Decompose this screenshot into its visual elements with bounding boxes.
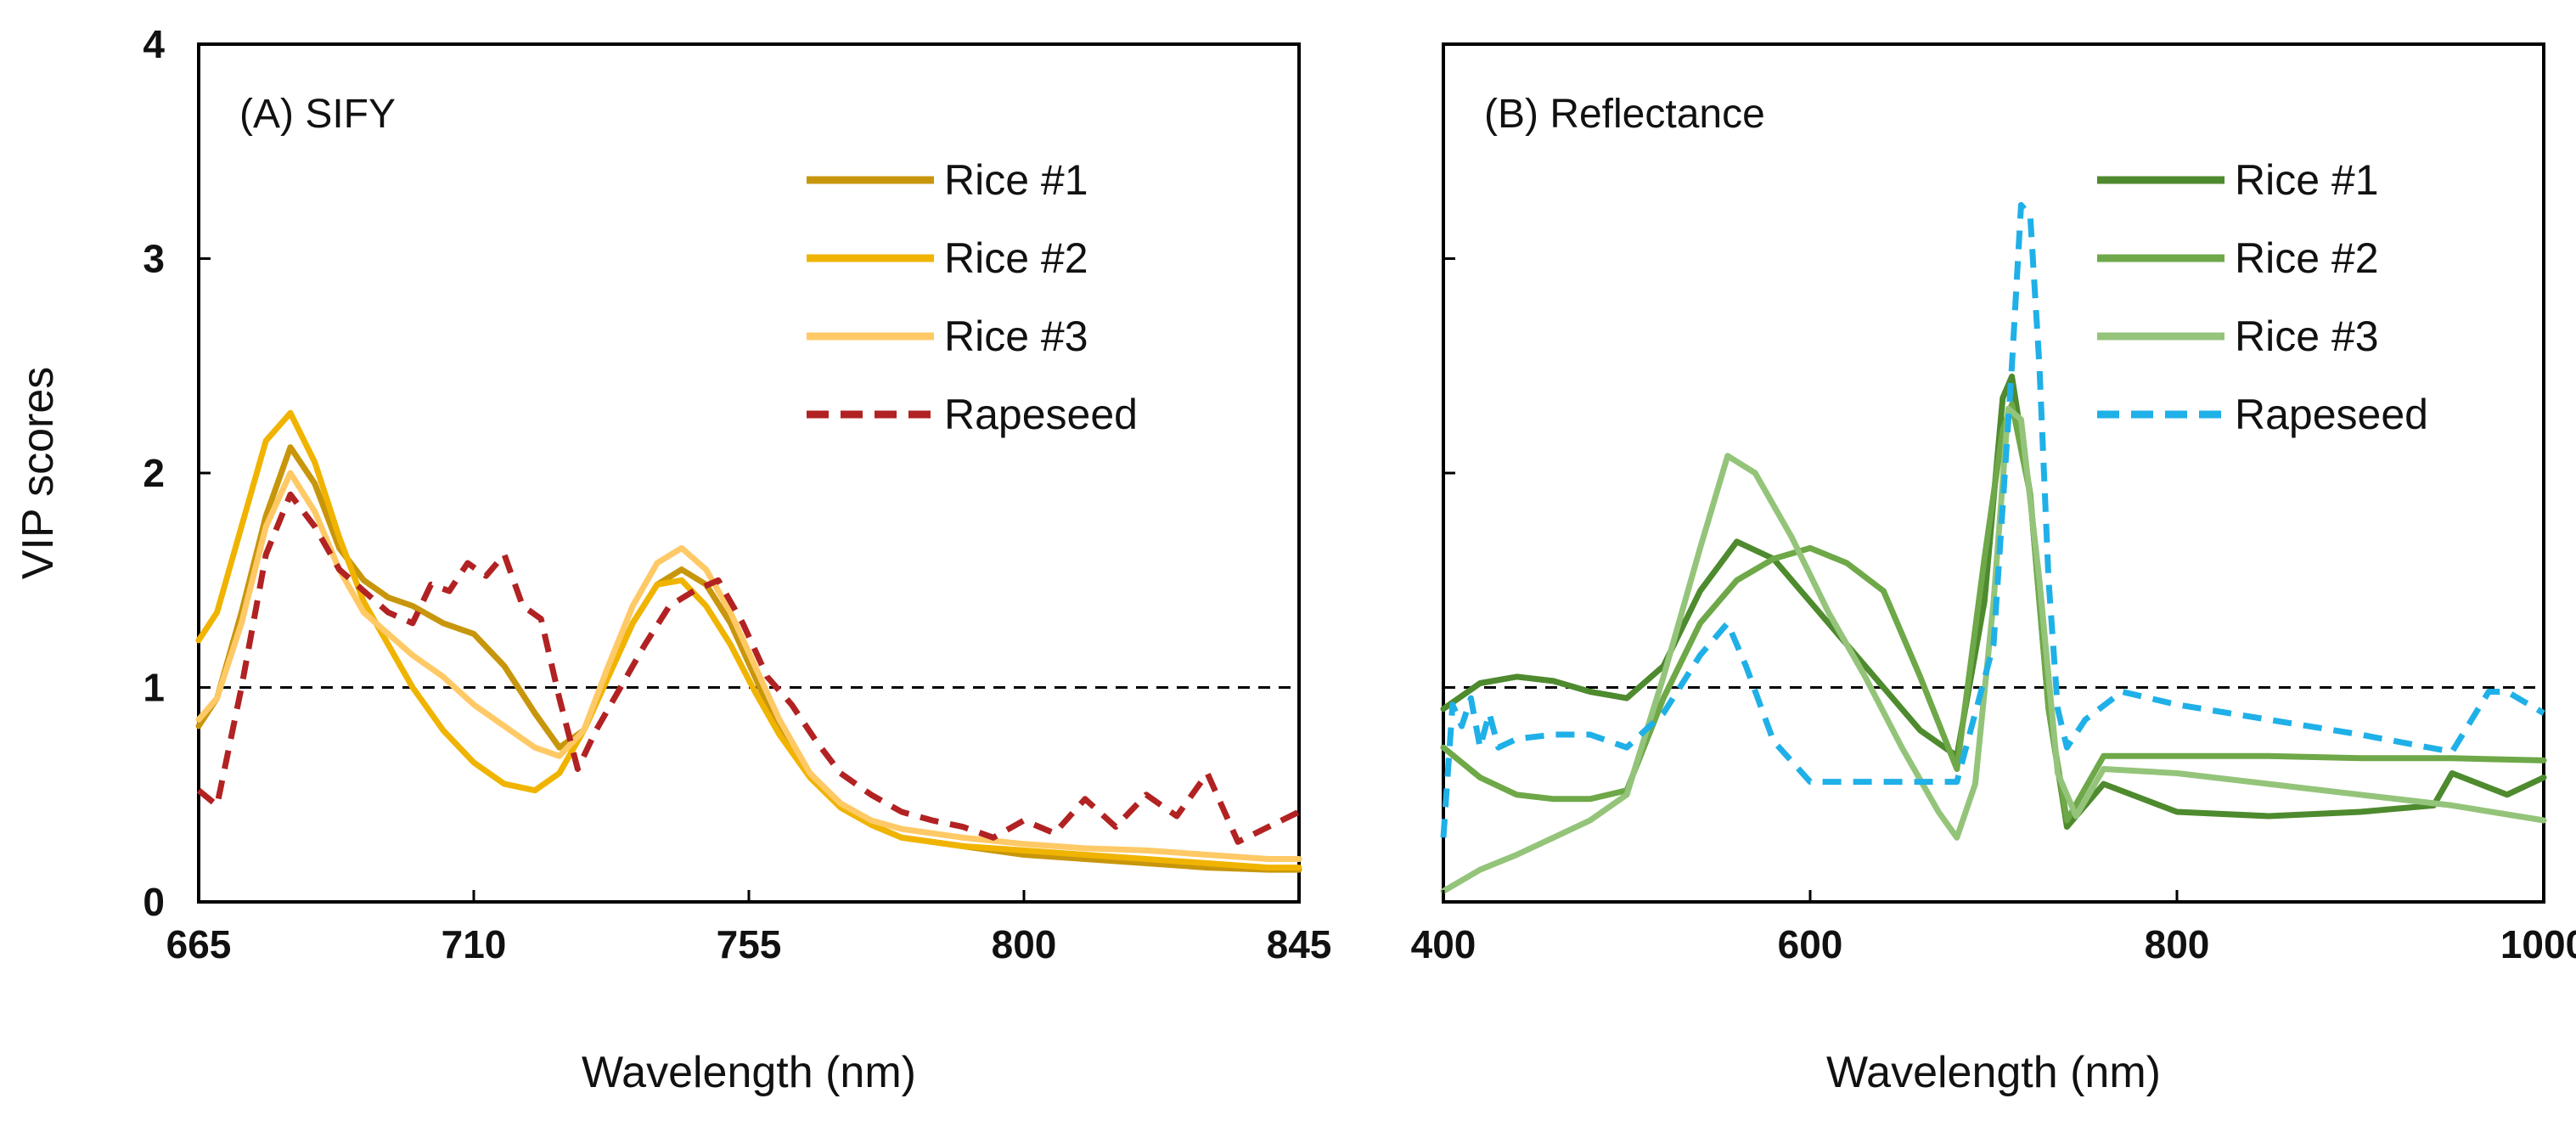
panel-b-series-rapeseed <box>1440 201 2545 838</box>
panel-b-legend-label: Rapeseed <box>2235 391 2428 438</box>
panel-a-x-axis-title: Wavelength (nm) <box>582 1048 916 1097</box>
panel-a-series-rice-2 <box>195 409 1302 871</box>
panel-b-series-rice-3 <box>1440 405 2547 894</box>
panel-a-x-tick-label: 710 <box>442 922 507 966</box>
panel-a-plot-frame <box>197 42 1301 904</box>
panel-a-series-rapeseed <box>196 491 1301 845</box>
panel-a-x-tick-label: 755 <box>717 922 782 966</box>
panel-b-x-tick-label: 400 <box>1411 922 1476 966</box>
panel-b-title: (B) Reflectance <box>1484 92 1765 137</box>
panel-a-y-tick-label: 0 <box>143 880 165 924</box>
panel-a-series-group <box>195 409 1302 873</box>
panel-a-y-tick-label: 1 <box>143 666 165 710</box>
panel-a-legend-label: Rice #3 <box>944 313 1088 360</box>
panel-a-legend-label: Rice #2 <box>944 234 1088 282</box>
panel-a-title: (A) SIFY <box>239 92 396 137</box>
panel-a-y-tick-label: 3 <box>143 237 165 281</box>
panel-a-legend-label: Rice #1 <box>944 156 1088 204</box>
panel-a-x-tick-label: 665 <box>166 922 232 966</box>
panel-b-series-rice-2 <box>1440 401 2547 824</box>
panel-b-series-group <box>1440 201 2547 894</box>
panel-a-x-tick-label: 845 <box>1267 922 1332 966</box>
panel-a-x-tick-label: 800 <box>992 922 1057 966</box>
panel-a-ticks: 665 710 755 800 845 0 1 2 3 4 <box>143 22 1331 966</box>
panel-b-legend-label: Rice #1 <box>2235 156 2379 204</box>
panel-b-ticks: 400 600 800 1000 <box>1411 42 2576 966</box>
panel-a-legend: Rice #1 Rice #2 Rice #3 Rapeseed <box>807 156 1138 438</box>
panel-b-x-tick-label: 600 <box>1778 922 1843 966</box>
panel-b-legend-label: Rice #3 <box>2235 313 2379 360</box>
panel-a-y-axis-title: VIP scores <box>14 367 63 579</box>
panel-a-legend-label: Rapeseed <box>944 391 1138 438</box>
panel-b-legend-label: Rice #2 <box>2235 234 2379 282</box>
panel-a-y-tick-label: 2 <box>143 451 165 495</box>
panel-b-x-axis-title: Wavelength (nm) <box>1826 1048 2161 1097</box>
panel-b-x-tick-label: 800 <box>2145 922 2210 966</box>
panel-b-reflectance: 4006008001000 (B) Reflectance Rice #1Ric… <box>1411 42 2576 1097</box>
panel-a-y-tick-label: 4 <box>143 22 165 66</box>
panel-b-legend: Rice #1 Rice #2 Rice #3 Rapeseed <box>2097 156 2428 438</box>
panel-b-x-tick-label: 1000 <box>2500 922 2576 966</box>
